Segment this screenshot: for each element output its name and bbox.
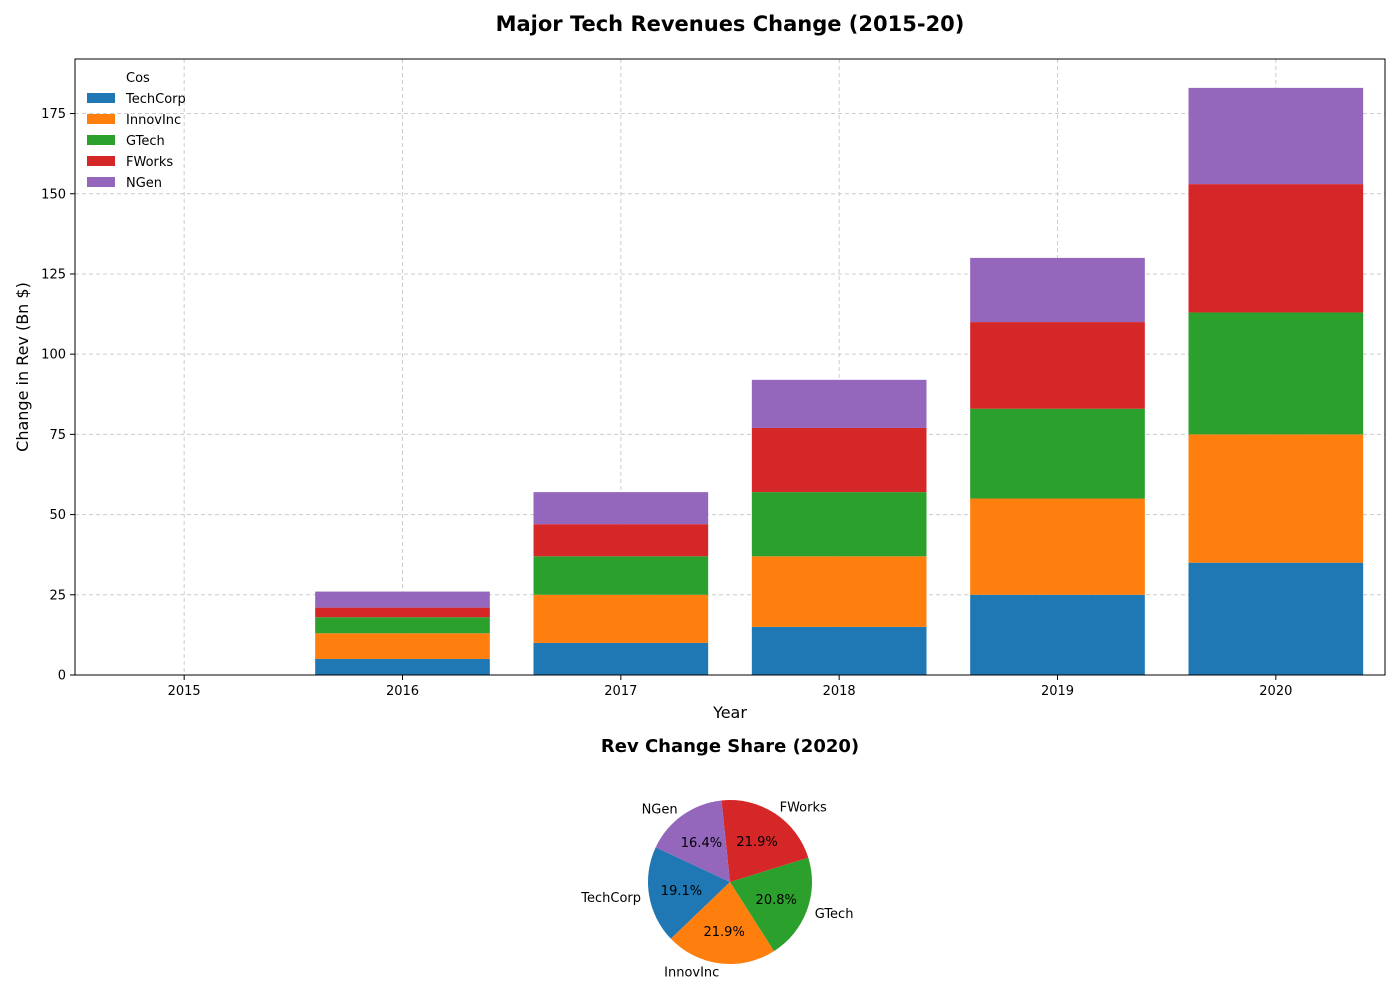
bar-segment-innovinc-2017 xyxy=(533,594,709,643)
pie-slice-gtech xyxy=(730,857,812,952)
pie-slice-label-techcorp: TechCorp xyxy=(580,891,641,906)
bar-segment-gtech-2017 xyxy=(533,556,709,595)
bar-chart-x-axis-label: Year xyxy=(712,703,747,722)
y-tick-label: 150 xyxy=(41,187,66,202)
bar-segment-ngen-2019 xyxy=(970,257,1145,323)
legend-label-fworks: FWorks xyxy=(126,155,173,170)
bar-chart-title: Major Tech Revenues Change (2015-20) xyxy=(496,12,965,36)
pie-slice-fworks xyxy=(721,800,809,882)
bar-segment-fworks-2018 xyxy=(751,427,927,493)
pie-percent-label-innovinc: 21.9% xyxy=(704,925,745,940)
legend-title: Cos xyxy=(126,71,150,86)
bar-segment-techcorp-2018 xyxy=(751,626,927,675)
pie-percent-label-techcorp: 19.1% xyxy=(661,884,702,899)
pie-slice-label-fworks: FWorks xyxy=(780,801,827,816)
x-tick-label: 2015 xyxy=(168,684,201,699)
bar-segment-innovinc-2018 xyxy=(751,556,927,627)
legend-label-ngen: NGen xyxy=(126,176,162,191)
bar-segment-fworks-2019 xyxy=(970,322,1145,409)
pie-slice-ngen xyxy=(655,800,730,882)
y-tick-label: 75 xyxy=(49,428,66,443)
pie-chart: 19.1% TechCorp 21.9% InnovInc 20.8% GTech 21.9… xyxy=(580,800,853,981)
bar-segment-innovinc-2019 xyxy=(970,498,1145,595)
bar-segment-ngen-2016 xyxy=(315,591,490,608)
bar-segment-gtech-2020 xyxy=(1188,312,1364,435)
bar-chart-grid xyxy=(75,59,1385,676)
y-tick-label: 25 xyxy=(49,588,66,603)
pie-slice-innovinc xyxy=(670,882,775,964)
bar-chart-y-ticks: 0 25 50 75 100 125 150 175 xyxy=(41,107,75,684)
bar-chart-axes-frame xyxy=(74,58,1386,676)
bar-chart-bars xyxy=(315,87,1364,675)
bar-segment-gtech-2019 xyxy=(970,408,1145,499)
bar-segment-techcorp-2020 xyxy=(1188,562,1364,675)
pie-slice-label-innovinc: InnovInc xyxy=(664,966,719,981)
bar-chart-legend: Cos TechCorp InnovInc GTech FWorks NGen xyxy=(87,71,186,191)
bar-segment-ngen-2018 xyxy=(751,379,927,428)
bar-chart-x-ticks: 2015 2016 2017 2018 2019 2020 xyxy=(168,675,1292,699)
x-tick-label: 2019 xyxy=(1041,684,1074,699)
bar-segment-fworks-2017 xyxy=(533,524,709,557)
bar-segment-ngen-2020 xyxy=(1188,87,1364,185)
legend-label-innovinc: InnovInc xyxy=(126,113,181,128)
bar-segment-fworks-2016 xyxy=(315,607,490,618)
bar-segment-gtech-2018 xyxy=(751,492,927,557)
pie-percent-label-gtech: 20.8% xyxy=(756,893,797,908)
pie-slice-label-ngen: NGen xyxy=(642,803,678,818)
legend-label-gtech: GTech xyxy=(126,134,165,149)
x-tick-label: 2016 xyxy=(386,684,419,699)
bar-segment-innovinc-2016 xyxy=(315,633,490,659)
x-tick-label: 2020 xyxy=(1259,684,1292,699)
y-tick-label: 100 xyxy=(41,348,66,363)
pie-percent-label-ngen: 16.4% xyxy=(681,836,722,851)
pie-chart-title: Rev Change Share (2020) xyxy=(601,736,859,757)
x-tick-label: 2017 xyxy=(604,684,637,699)
pie-percent-label-fworks: 21.9% xyxy=(736,835,777,850)
bar-segment-gtech-2016 xyxy=(315,617,490,634)
legend-swatch-fworks xyxy=(87,156,115,166)
bar-segment-techcorp-2017 xyxy=(533,642,709,675)
bar-segment-innovinc-2020 xyxy=(1188,434,1364,563)
legend-swatch-ngen xyxy=(87,177,115,187)
y-tick-label: 175 xyxy=(41,107,66,122)
bar-segment-techcorp-2016 xyxy=(315,658,490,675)
y-tick-label: 0 xyxy=(58,669,66,684)
pie-slice-techcorp xyxy=(648,847,730,939)
bar-segment-techcorp-2019 xyxy=(970,594,1145,675)
y-tick-label: 125 xyxy=(41,267,66,282)
bar-chart-y-axis-label: Change in Rev (Bn $) xyxy=(13,282,32,452)
legend-label-techcorp: TechCorp xyxy=(125,92,186,107)
y-tick-label: 50 xyxy=(49,508,66,523)
bar-segment-ngen-2017 xyxy=(533,492,709,525)
legend-swatch-gtech xyxy=(87,135,115,145)
x-tick-label: 2018 xyxy=(823,684,856,699)
bar-segment-fworks-2020 xyxy=(1188,184,1364,313)
legend-swatch-innovinc xyxy=(87,114,115,124)
legend-swatch-techcorp xyxy=(87,93,115,103)
pie-slice-label-gtech: GTech xyxy=(815,907,854,922)
